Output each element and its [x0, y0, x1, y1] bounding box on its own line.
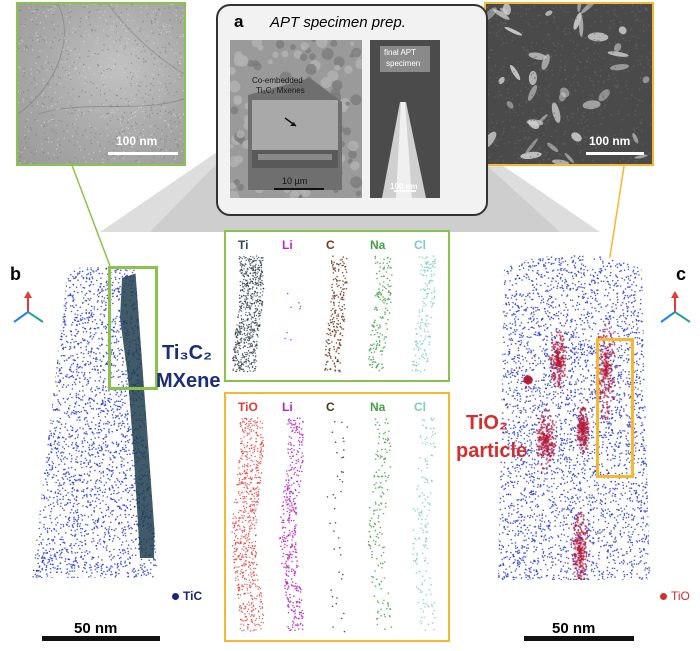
- element-label-na: Na: [370, 238, 386, 252]
- element-label-na: Na: [370, 400, 386, 414]
- axis-triad-right: [660, 291, 691, 323]
- scale-label-tip: 100 nm: [390, 182, 418, 191]
- panel-a-title: APT specimen prep.: [270, 14, 406, 31]
- tem-image-left: 100 nm: [16, 2, 186, 166]
- apt-tip-image: final APT specimen 100 nm: [370, 40, 440, 198]
- scale-bar-c: [524, 636, 634, 641]
- panel-a: a APT specimen prep. Co-embedded Ti₃C₂ M…: [216, 4, 488, 216]
- particle-texture-right: [486, 4, 652, 164]
- tio2-feature-label-line2: particle: [456, 440, 528, 462]
- elemental-map-top: Ti Li C Na Cl: [224, 230, 450, 382]
- element-label-tio: TiO: [238, 400, 258, 414]
- tio2-feature-label-line1: TiO₂: [466, 412, 508, 434]
- mxene-annotation-line2: Ti₃C₂ Mxenes: [256, 86, 305, 95]
- mxene-highlight-box: [108, 266, 158, 390]
- scale-label-c: 50 nm: [552, 620, 596, 637]
- mxene-annotation-line1: Co-embedded: [252, 76, 303, 85]
- apt-reconstruction-tio: [498, 255, 650, 580]
- elemental-map-top-plot: [232, 255, 436, 373]
- scale-label-tem-right: 100 nm: [589, 134, 631, 148]
- element-label-cl: Cl: [414, 238, 426, 252]
- legend-dot-tic: [172, 593, 179, 600]
- scale-label-10um: 10 µm: [282, 176, 308, 186]
- tio2-highlight-box: [596, 338, 634, 478]
- element-label-c: C: [326, 400, 335, 414]
- panel-c-letter: c: [676, 264, 687, 284]
- tem-image-right: 100 nm: [484, 2, 654, 166]
- panel-b-letter: b: [10, 264, 21, 284]
- mxene-feature-label-line2: MXene: [156, 370, 221, 392]
- sem-trench-image: Co-embedded Ti₃C₂ Mxenes 10 µm: [230, 40, 362, 198]
- tip-label-line2: specimen: [386, 59, 421, 68]
- scale-bar-tem-right: [586, 152, 644, 155]
- element-label-cl: Cl: [414, 400, 426, 414]
- scale-bar-b: [42, 636, 160, 641]
- element-label-c: C: [326, 238, 335, 252]
- scale-label-b: 50 nm: [74, 620, 118, 637]
- element-label-li: Li: [282, 238, 293, 252]
- scale-bar-tem-left: [108, 152, 178, 155]
- tip-label-box: [380, 46, 430, 72]
- element-label-li: Li: [282, 400, 293, 414]
- legend-dot-tio: [660, 593, 667, 600]
- tip-label-line1: final APT: [384, 48, 417, 57]
- panel-a-letter: a: [234, 12, 244, 31]
- scale-label-tem-left: 100 nm: [116, 134, 158, 148]
- elemental-map-bottom-plot: [231, 417, 437, 633]
- legend-label-tio: TiO: [671, 589, 690, 603]
- axis-triad-left: [13, 291, 44, 323]
- element-label-ti: Ti: [238, 238, 249, 252]
- tem-texture-left: [18, 4, 184, 164]
- legend-label-tic: TiC: [183, 589, 203, 603]
- mxene-feature-label-line1: Ti₃C₂: [162, 342, 212, 364]
- elemental-map-bottom: TiO Li C Na Cl: [224, 392, 450, 642]
